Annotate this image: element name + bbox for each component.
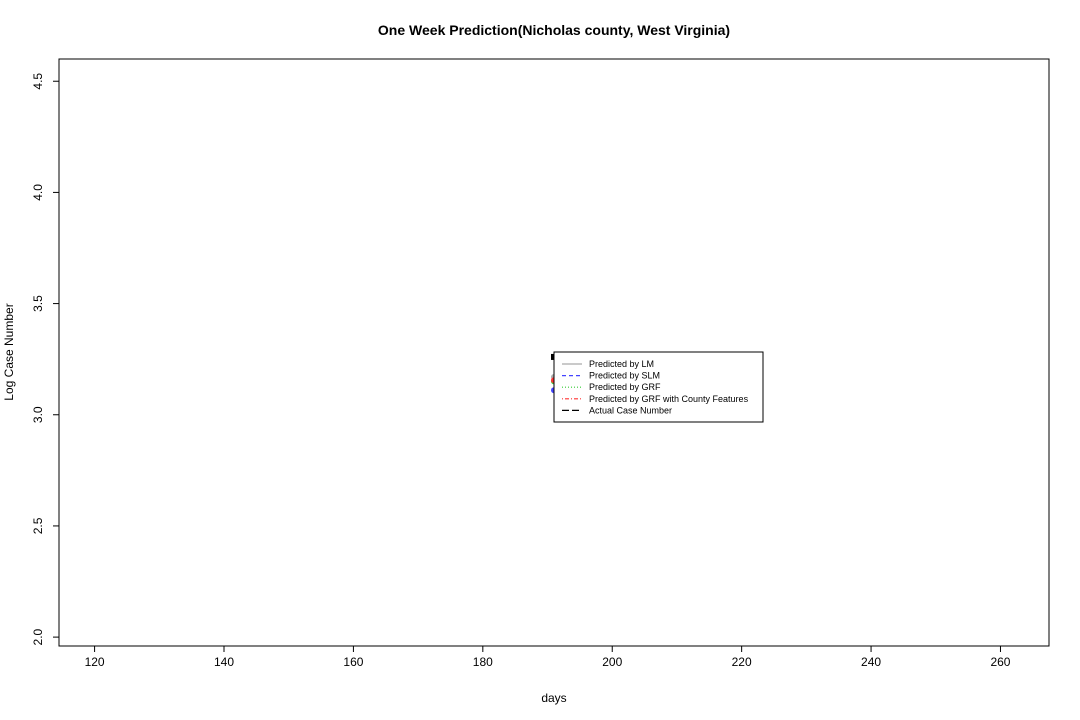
y-axis: 2.0 2.5 3.0 3.5 4.0 4.5: [31, 73, 60, 645]
x-tick-label: 180: [473, 655, 493, 669]
legend-entry: Predicted by GRF with County Features: [589, 394, 749, 404]
x-tick-label: 160: [343, 655, 363, 669]
x-tick-label: 240: [861, 655, 881, 669]
y-tick-label: 4.5: [31, 73, 45, 90]
chart-title: One Week Prediction(Nicholas county, Wes…: [378, 22, 730, 38]
y-axis-label: Log Case Number: [2, 303, 16, 400]
legend-box: [553, 351, 764, 423]
y-tick-label: 3.0: [31, 406, 45, 423]
y-tick-label: 2.5: [31, 517, 45, 534]
legend-entry: Predicted by GRF: [589, 382, 661, 392]
y-tick-label: 2.0: [31, 628, 45, 645]
legend-entry: Actual Case Number: [589, 405, 672, 415]
x-tick-label: 140: [214, 655, 234, 669]
legend-entry: Predicted by LM: [589, 359, 654, 369]
x-tick-label: 120: [85, 655, 105, 669]
y-tick-label: 4.0: [31, 184, 45, 201]
x-tick-label: 260: [990, 655, 1010, 669]
x-axis: 120 140 160 180 200 220 240 260: [85, 645, 1011, 669]
y-tick-label: 3.5: [31, 295, 45, 312]
legend-entry: Predicted by SLM: [589, 371, 660, 381]
x-tick-label: 220: [732, 655, 752, 669]
x-axis-label: days: [541, 691, 566, 705]
x-tick-label: 200: [602, 655, 622, 669]
